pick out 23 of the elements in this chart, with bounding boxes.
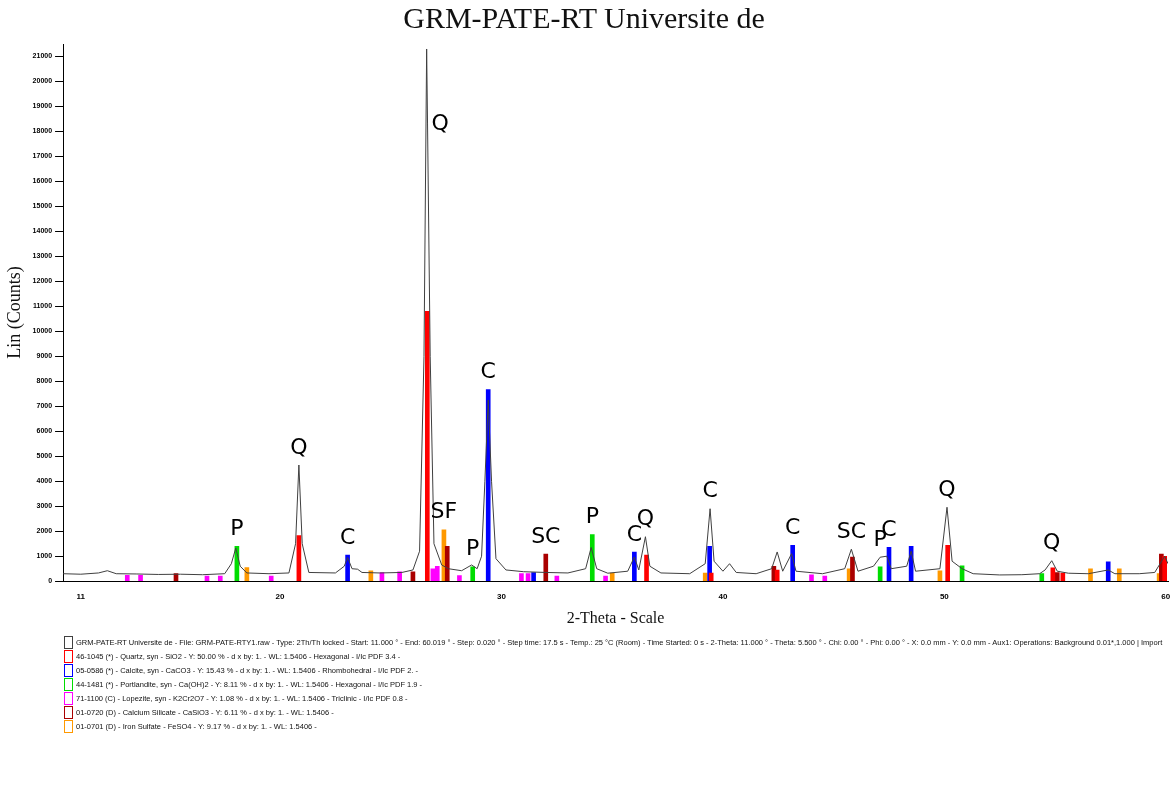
x-tick-label: 20 <box>275 592 286 602</box>
annotation: Q <box>290 433 308 459</box>
annotation: C <box>702 477 718 503</box>
annotation: Q <box>1043 529 1061 555</box>
annotation: P <box>466 535 480 561</box>
annotation: C <box>339 523 356 549</box>
x-tick-label: 50 <box>939 592 950 602</box>
x-tick-label: 30 <box>497 592 507 602</box>
x-tick-label: 60 <box>1161 592 1171 602</box>
annotation: SC <box>836 517 867 543</box>
annotation: P <box>230 514 244 540</box>
annotation: Q <box>938 475 956 501</box>
x-tick-label: 11 <box>76 592 86 602</box>
annotation: SC <box>531 522 561 548</box>
x-axis-title: 2-Theta - Scale <box>566 608 665 626</box>
annotation: C <box>480 358 496 384</box>
annotation: C <box>784 513 801 539</box>
chart-title: GRM-PATE-RT Universite de <box>403 0 765 34</box>
annotation: Q <box>431 109 449 135</box>
annotation: P <box>585 503 599 529</box>
annotation: SF <box>430 498 458 524</box>
y-axis-title: Lin (Counts) <box>3 266 25 359</box>
x-tick-label: 40 <box>718 592 728 602</box>
